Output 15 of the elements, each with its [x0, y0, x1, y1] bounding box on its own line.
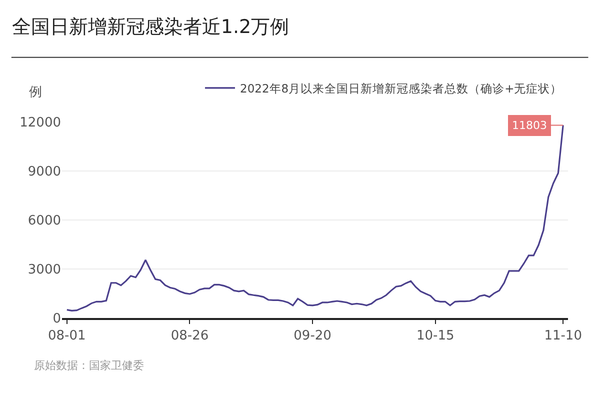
x-tick-label: 10-15: [416, 328, 454, 344]
x-tick-label: 09-20: [294, 328, 332, 344]
y-tick-label: 3000: [28, 262, 61, 278]
legend-label: 2022年8月以来全国日新增新冠感染者总数（确诊+无症状）: [240, 81, 562, 96]
y-axis-title: 例: [29, 85, 42, 100]
annotation: 11803: [512, 119, 547, 132]
x-tick-label: 08-26: [170, 328, 209, 344]
x-tick-label: 08-01: [48, 328, 86, 344]
text: 原始数据：国家卫健委: [34, 359, 144, 372]
y-tick-label: 12000: [20, 116, 61, 131]
x-tick-label: 11-10: [544, 328, 582, 344]
y-tick-label: 0: [52, 312, 61, 327]
y-tick-label: 6000: [28, 214, 61, 229]
y-tick-label: 9000: [28, 164, 61, 180]
chart-title: 全国日新增新冠感染者近1.2万例: [12, 16, 290, 38]
